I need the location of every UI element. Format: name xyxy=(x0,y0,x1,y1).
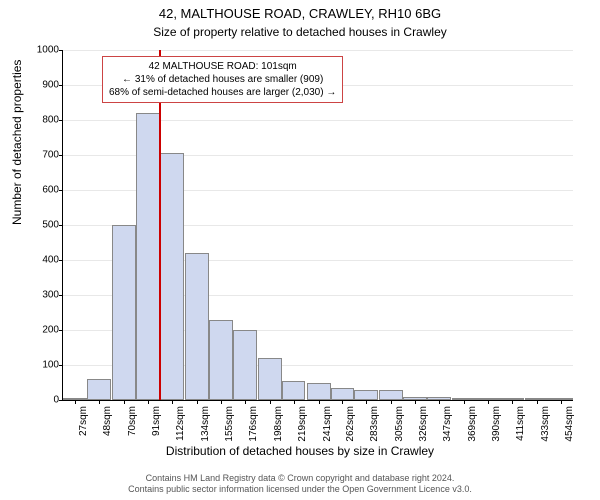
footer-line-2: Contains public sector information licen… xyxy=(0,484,600,496)
ytick-label: 400 xyxy=(19,255,59,266)
annot-line-2: ← 31% of detached houses are smaller (90… xyxy=(109,73,336,86)
footer-line-1: Contains HM Land Registry data © Crown c… xyxy=(0,473,600,485)
xtick-label: 241sqm xyxy=(322,406,333,442)
ytick-mark xyxy=(59,155,63,156)
ytick-label: 800 xyxy=(19,115,59,126)
histogram-bar xyxy=(160,153,184,400)
xtick-label: 48sqm xyxy=(102,406,113,436)
xtick-label: 70sqm xyxy=(127,406,138,436)
gridline xyxy=(63,50,573,51)
histogram-bar xyxy=(331,388,355,400)
xtick-label: 219sqm xyxy=(297,406,308,442)
ytick-label: 600 xyxy=(19,185,59,196)
xtick-mark xyxy=(75,400,76,404)
ytick-label: 500 xyxy=(19,220,59,231)
ytick-mark xyxy=(59,225,63,226)
xtick-mark xyxy=(245,400,246,404)
histogram-bar xyxy=(307,383,331,401)
xtick-mark xyxy=(464,400,465,404)
xtick-label: 198sqm xyxy=(273,406,284,442)
xtick-label: 454sqm xyxy=(564,406,575,442)
annot-line-3: 68% of semi-detached houses are larger (… xyxy=(109,86,336,99)
histogram-bar xyxy=(282,381,306,400)
ytick-label: 0 xyxy=(19,395,59,406)
xtick-mark xyxy=(391,400,392,404)
xtick-mark xyxy=(342,400,343,404)
ytick-mark xyxy=(59,365,63,366)
ytick-label: 100 xyxy=(19,360,59,371)
xtick-label: 91sqm xyxy=(151,406,162,436)
xtick-mark xyxy=(512,400,513,404)
histogram-bar xyxy=(209,320,233,401)
xtick-mark xyxy=(319,400,320,404)
xtick-mark xyxy=(294,400,295,404)
page-subtitle: Size of property relative to detached ho… xyxy=(0,23,600,39)
ytick-mark xyxy=(59,330,63,331)
xtick-mark xyxy=(488,400,489,404)
histogram-bar xyxy=(354,390,378,401)
ytick-mark xyxy=(59,50,63,51)
xtick-label: 347sqm xyxy=(442,406,453,442)
ytick-label: 200 xyxy=(19,325,59,336)
page-title: 42, MALTHOUSE ROAD, CRAWLEY, RH10 6BG xyxy=(0,0,600,23)
annotation-box: 42 MALTHOUSE ROAD: 101sqm ← 31% of detac… xyxy=(102,56,343,103)
xtick-label: 305sqm xyxy=(394,406,405,442)
ytick-mark xyxy=(59,120,63,121)
xtick-label: 176sqm xyxy=(248,406,259,442)
footer-text: Contains HM Land Registry data © Crown c… xyxy=(0,473,600,496)
xtick-mark xyxy=(270,400,271,404)
ytick-mark xyxy=(59,260,63,261)
histogram-bar xyxy=(379,390,403,401)
x-axis-label: Distribution of detached houses by size … xyxy=(0,444,600,458)
xtick-label: 112sqm xyxy=(175,406,186,441)
xtick-label: 390sqm xyxy=(491,406,502,442)
xtick-mark xyxy=(366,400,367,404)
xtick-mark xyxy=(172,400,173,404)
ytick-mark xyxy=(59,400,63,401)
histogram-bar xyxy=(112,225,136,400)
xtick-label: 283sqm xyxy=(369,406,380,442)
chart-container: 42, MALTHOUSE ROAD, CRAWLEY, RH10 6BG Si… xyxy=(0,0,600,500)
xtick-mark xyxy=(148,400,149,404)
ytick-label: 300 xyxy=(19,290,59,301)
chart-area: 0100200300400500600700800900100027sqm48s… xyxy=(62,50,572,400)
xtick-label: 262sqm xyxy=(345,406,356,442)
xtick-label: 326sqm xyxy=(418,406,429,442)
xtick-label: 134sqm xyxy=(200,406,211,442)
xtick-label: 369sqm xyxy=(467,406,478,442)
xtick-mark xyxy=(537,400,538,404)
histogram-bar xyxy=(233,330,257,400)
xtick-label: 155sqm xyxy=(224,406,235,442)
ytick-label: 900 xyxy=(19,80,59,91)
ytick-label: 1000 xyxy=(19,45,59,56)
xtick-mark xyxy=(99,400,100,404)
xtick-label: 411sqm xyxy=(515,406,526,441)
xtick-mark xyxy=(197,400,198,404)
ytick-label: 700 xyxy=(19,150,59,161)
ytick-mark xyxy=(59,85,63,86)
histogram-bar xyxy=(185,253,209,400)
xtick-mark xyxy=(221,400,222,404)
ytick-mark xyxy=(59,295,63,296)
xtick-label: 433sqm xyxy=(540,406,551,442)
ytick-mark xyxy=(59,190,63,191)
xtick-mark xyxy=(561,400,562,404)
histogram-bar xyxy=(258,358,282,400)
xtick-mark xyxy=(439,400,440,404)
annot-line-1: 42 MALTHOUSE ROAD: 101sqm xyxy=(109,60,336,73)
histogram-bar xyxy=(87,379,111,400)
xtick-mark xyxy=(124,400,125,404)
xtick-mark xyxy=(415,400,416,404)
xtick-label: 27sqm xyxy=(78,406,89,436)
histogram-bar xyxy=(136,113,160,400)
